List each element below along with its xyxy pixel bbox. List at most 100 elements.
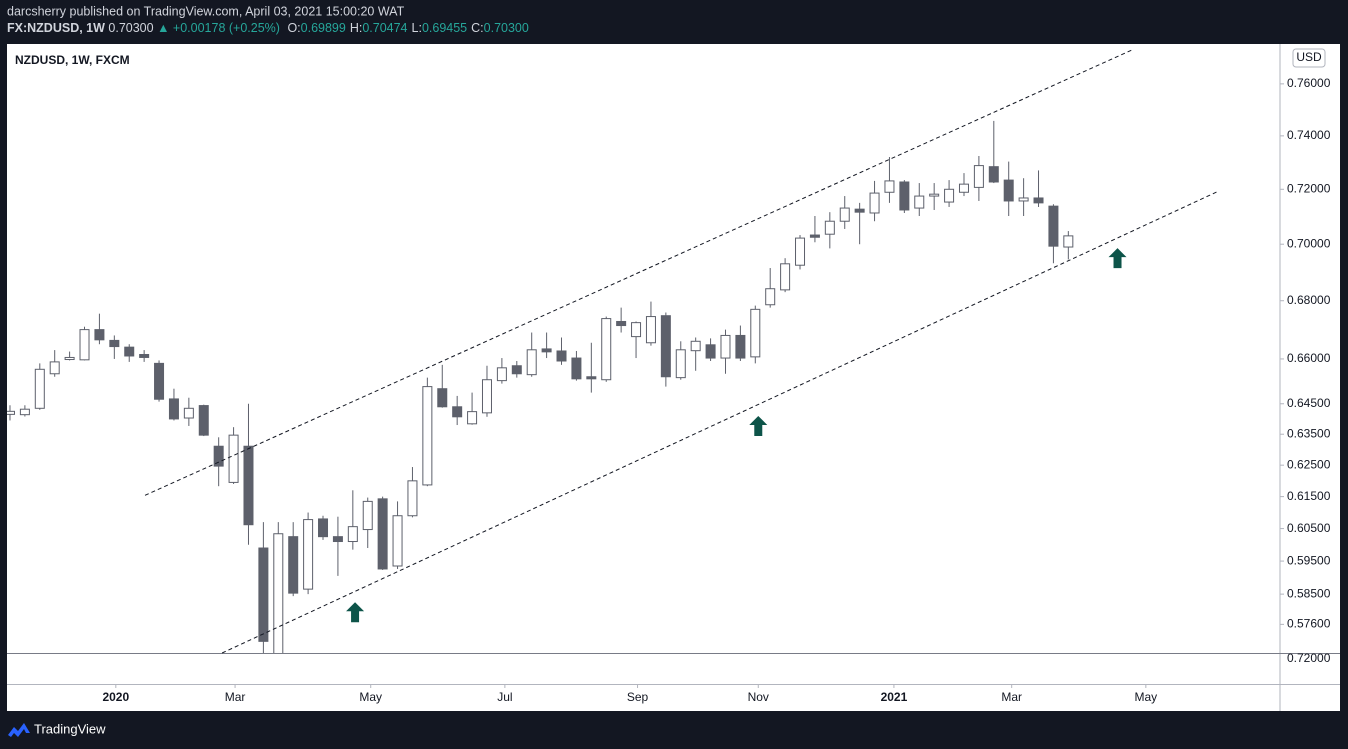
candle-body [586,376,597,380]
candle-body [765,288,776,306]
x-tick-label: Mar [225,690,246,704]
x-tick-label: Sep [627,690,649,704]
currency-badge[interactable] [1292,48,1326,68]
publisher: darcsherry published on TradingView.com,… [7,4,405,18]
candle-body [109,339,120,348]
trend-line [144,48,1134,496]
candle-body [467,411,478,425]
header-line: FX:NZDUSD, 1W 0.70300 ▲ +0.00178 (+0.25%… [7,21,529,35]
candle-body [675,349,686,379]
candle-body [437,388,448,408]
candle-body [1033,197,1044,204]
y-tick-label: 0.70000 [1287,236,1331,250]
candle-body [496,367,507,382]
candle-body [973,165,984,188]
ohlc-value: 0.69455 [422,21,467,35]
candle-body [705,344,716,359]
candle-body [571,357,582,380]
candle-body [481,379,492,414]
ohlc-value: 0.70474 [362,21,407,35]
y-tick-label: 0.59500 [1287,553,1331,567]
y-tick-label: 0.64500 [1287,396,1331,410]
x-tick-label: Jul [497,690,512,704]
last-price: 0.70300 [108,21,153,35]
ohlc-label: C: [471,21,484,35]
candle-body [1048,205,1059,247]
y-tick-label: 0.63500 [1287,426,1331,440]
candle-body [884,180,895,193]
candle-body [809,234,820,238]
x-tick-label: 2020 [102,690,129,704]
x-tick-label: Mar [1001,690,1022,704]
x-tick-label: May [1135,690,1158,704]
candle-body [318,518,329,538]
y-tick-label: 0.74000 [1287,128,1331,142]
candle-body [958,183,969,193]
candle-body [362,500,373,531]
y-tick-label: 0.61500 [1287,489,1331,503]
chart-area [7,44,1340,711]
candle-body [7,410,15,415]
y-tick-label: 0.72000 [1287,181,1331,195]
ohlc-value: 0.69899 [301,21,346,35]
ohlc-label: L: [412,21,422,35]
candle-body [1063,235,1074,248]
candle-body [422,386,433,486]
y-tick-label: 0.76000 [1287,76,1331,90]
ohlc-label: O: [287,21,300,35]
footer-brand: TradingView [34,721,106,736]
y-tick-label: 0.68000 [1287,293,1331,307]
candle-body [377,498,388,570]
candle-body [988,166,999,183]
candle-body [944,188,955,203]
x-tick-label: 2021 [881,690,908,704]
footer-logo [8,723,30,737]
x-tick-label: Nov [748,690,769,704]
candle-body [198,405,209,436]
y-tick-label: 0.57600 [1287,617,1331,631]
candle-body [452,406,463,418]
currency: USD [1296,50,1322,64]
candle-body [168,398,179,420]
candle-body [407,480,418,517]
candle-body [347,526,358,543]
candle-body [899,181,910,211]
candle-body [601,318,612,381]
candle-body [690,340,701,352]
candle-body [273,533,284,653]
candle-body [526,349,537,376]
candle-body [34,368,45,409]
candle-body [631,322,642,338]
candle-body [824,220,835,235]
y-tick-label: 0.58500 [1287,586,1331,600]
candle-body [19,408,30,416]
candle-body [720,334,731,359]
candle-body [79,329,90,361]
change: ▲ +0.00178 (+0.25%) [157,21,280,35]
chart-title: NZDUSD, 1W, FXCM [15,53,130,67]
y-tick-label: 0.62500 [1287,457,1331,471]
candle-body [780,263,791,291]
candle-body [392,515,403,567]
candle-body [154,362,165,400]
symbol: FX:NZDUSD, 1W [7,21,105,35]
candle-body [288,536,299,594]
candle-body [541,348,552,353]
candle-body [124,346,135,357]
y-tick-label: 0.66000 [1287,351,1331,365]
candle-body [228,434,239,483]
candle-body [213,445,224,467]
candle-body [332,536,343,543]
candle-body [511,365,522,375]
candle-body [303,519,314,590]
candle-body [854,208,865,213]
candle-body [750,308,761,358]
y-tick-label: 0.60500 [1287,521,1331,535]
plot [7,120,1074,653]
candle-body [243,445,254,526]
candle-body [660,315,671,378]
candle-body [94,329,105,341]
candle-body [914,195,925,209]
candle-body [258,547,269,642]
